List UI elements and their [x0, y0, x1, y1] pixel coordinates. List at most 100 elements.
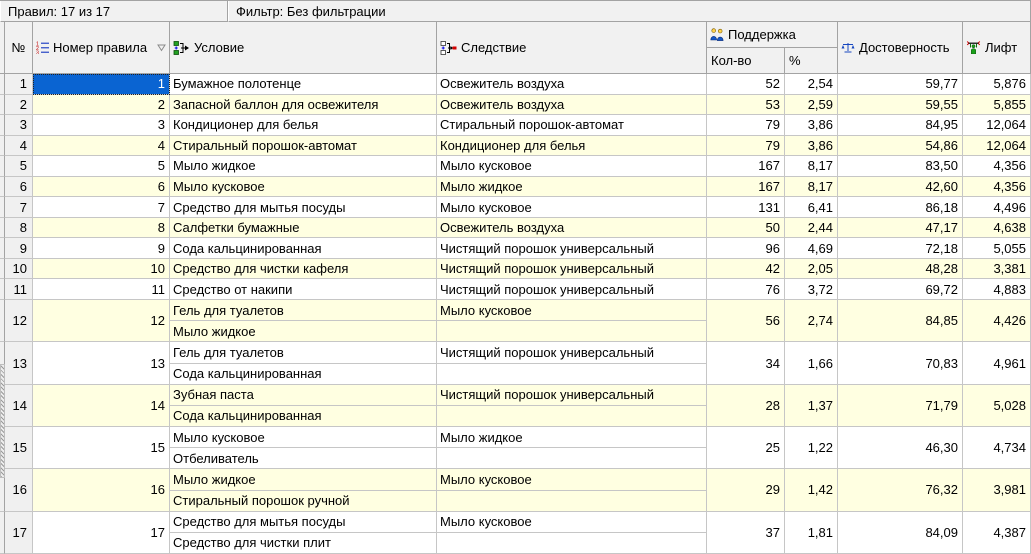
consequence-cell-line[interactable] — [437, 406, 706, 426]
support-count-cell[interactable]: 79 — [707, 135, 785, 157]
row-number-cell[interactable]: 10 — [5, 258, 33, 280]
consequence-cell[interactable]: Чистящий порошок универсальный — [437, 258, 707, 280]
row-number-cell[interactable]: 15 — [5, 427, 33, 470]
support-percent-cell[interactable]: 2,05 — [785, 258, 838, 280]
column-header-support-percent[interactable]: % — [785, 48, 837, 73]
condition-cell-line[interactable]: Сода кальцинированная — [173, 408, 322, 424]
row-number-cell[interactable]: 1 — [5, 74, 33, 95]
support-count-cell[interactable]: 131 — [707, 197, 785, 218]
lift-cell[interactable]: 5,055 — [963, 238, 1031, 259]
consequence-cell[interactable]: Стиральный порошок-автомат — [437, 115, 707, 136]
column-header-lift[interactable]: Лифт — [963, 22, 1031, 74]
rule-number-cell[interactable]: 14 — [33, 384, 170, 427]
column-header-rule-number[interactable]: 1 2 3 Номер правила — [33, 22, 170, 74]
column-header-condition[interactable]: Условие — [170, 22, 437, 74]
support-count-cell[interactable]: 28 — [707, 384, 785, 427]
consequence-cell-line[interactable] — [437, 491, 706, 511]
support-percent-cell[interactable]: 2,44 — [785, 217, 838, 239]
condition-cell-line[interactable]: Мыло кусковое — [170, 427, 436, 449]
row-number-cell[interactable]: 5 — [5, 156, 33, 177]
left-scrollbar-thumb[interactable] — [0, 364, 5, 478]
rule-number-cell[interactable]: 3 — [33, 115, 170, 136]
condition-cell-line[interactable]: Средство для мытья посуды — [170, 512, 436, 533]
column-header-support-count[interactable]: Кол-во — [707, 48, 785, 73]
support-count-cell[interactable]: 50 — [707, 217, 785, 239]
rule-number-cell[interactable]: 16 — [33, 469, 170, 512]
confidence-cell[interactable]: 59,55 — [838, 94, 963, 116]
confidence-cell[interactable]: 47,17 — [838, 217, 963, 239]
row-number-cell[interactable]: 11 — [5, 279, 33, 301]
support-count-cell[interactable]: 79 — [707, 115, 785, 136]
consequence-cell-line[interactable] — [437, 364, 706, 384]
rule-number-cell[interactable]: 8 — [33, 217, 170, 239]
condition-cell[interactable]: Сода кальцинированная — [170, 238, 437, 259]
condition-cell[interactable]: Средство для мытья посуды — [170, 197, 437, 218]
confidence-cell[interactable]: 71,79 — [838, 384, 963, 427]
support-count-cell[interactable]: 96 — [707, 238, 785, 259]
row-gutter[interactable] — [0, 279, 5, 301]
lift-cell[interactable]: 3,381 — [963, 258, 1031, 280]
confidence-cell[interactable]: 86,18 — [838, 197, 963, 218]
consequence-cell-line[interactable]: Чистящий порошок универсальный — [437, 385, 706, 406]
support-percent-cell[interactable]: 2,54 — [785, 74, 838, 95]
lift-cell[interactable]: 12,064 — [963, 135, 1031, 157]
consequence-cell[interactable]: Чистящий порошок универсальный — [437, 279, 707, 301]
rule-number-cell[interactable]: 9 — [33, 238, 170, 259]
confidence-cell[interactable]: 72,18 — [838, 238, 963, 259]
row-number-cell[interactable]: 12 — [5, 300, 33, 343]
row-gutter[interactable] — [0, 511, 5, 554]
consequence-cell-line[interactable] — [437, 321, 706, 341]
consequence-cell[interactable]: Освежитель воздуха — [437, 217, 707, 239]
confidence-cell[interactable]: 84,09 — [838, 511, 963, 554]
row-number-cell[interactable]: 2 — [5, 94, 33, 116]
row-gutter[interactable] — [0, 258, 5, 280]
rule-number-cell[interactable]: 12 — [33, 300, 170, 343]
support-count-cell[interactable]: 52 — [707, 74, 785, 95]
support-percent-cell[interactable]: 3,86 — [785, 115, 838, 136]
row-gutter[interactable] — [0, 135, 5, 157]
condition-cell[interactable]: Мыло кусковое Отбеливатель — [170, 427, 437, 470]
confidence-cell[interactable]: 48,28 — [838, 258, 963, 280]
condition-cell[interactable]: Средство для мытья посуды Средство для чи… — [170, 511, 437, 554]
support-percent-cell[interactable]: 1,66 — [785, 342, 838, 385]
row-number-cell[interactable]: 7 — [5, 197, 33, 218]
confidence-cell[interactable]: 59,77 — [838, 74, 963, 95]
consequence-cell-line[interactable] — [437, 448, 706, 468]
support-count-cell[interactable]: 56 — [707, 300, 785, 343]
lift-cell[interactable]: 5,876 — [963, 74, 1031, 95]
support-percent-cell[interactable]: 3,72 — [785, 279, 838, 301]
confidence-cell[interactable]: 54,86 — [838, 135, 963, 157]
confidence-cell[interactable]: 69,72 — [838, 279, 963, 301]
rule-number-cell[interactable]: 10 — [33, 258, 170, 280]
row-gutter[interactable] — [0, 176, 5, 198]
consequence-cell-line[interactable]: Чистящий порошок универсальный — [437, 342, 706, 364]
consequence-cell-line[interactable]: Мыло жидкое — [437, 427, 706, 449]
condition-cell-line[interactable]: Мыло жидкое — [170, 469, 436, 491]
row-number-cell[interactable]: 6 — [5, 176, 33, 198]
rule-number-cell[interactable]: 6 — [33, 176, 170, 198]
support-percent-cell[interactable]: 3,86 — [785, 135, 838, 157]
row-gutter[interactable] — [0, 94, 5, 116]
condition-cell[interactable]: Стиральный порошок-автомат — [170, 135, 437, 157]
consequence-cell[interactable]: Мыло кусковое — [437, 300, 707, 343]
support-percent-cell[interactable]: 1,81 — [785, 511, 838, 554]
condition-cell[interactable]: Средство для чистки кафеля — [170, 258, 437, 280]
rule-number-cell[interactable]: 7 — [33, 197, 170, 218]
row-number-cell[interactable]: 4 — [5, 135, 33, 157]
consequence-cell[interactable]: Кондиционер для белья — [437, 135, 707, 157]
condition-cell-line[interactable]: Зубная паста — [170, 385, 436, 406]
column-header-support[interactable]: Поддержка — [707, 22, 837, 48]
confidence-cell[interactable]: 84,95 — [838, 115, 963, 136]
support-count-cell[interactable]: 29 — [707, 469, 785, 512]
condition-cell[interactable]: Кондиционер для белья — [170, 115, 437, 136]
lift-cell[interactable]: 5,028 — [963, 384, 1031, 427]
support-percent-cell[interactable]: 6,41 — [785, 197, 838, 218]
lift-cell[interactable]: 4,734 — [963, 427, 1031, 470]
condition-cell-line[interactable]: Стиральный порошок ручной — [173, 493, 350, 509]
condition-cell[interactable]: Запасной баллон для освежителя — [170, 94, 437, 116]
support-count-cell[interactable]: 76 — [707, 279, 785, 301]
confidence-cell[interactable]: 76,32 — [838, 469, 963, 512]
confidence-cell[interactable]: 46,30 — [838, 427, 963, 470]
lift-cell[interactable]: 4,426 — [963, 300, 1031, 343]
consequence-cell[interactable]: Чистящий порошок универсальный — [437, 342, 707, 385]
